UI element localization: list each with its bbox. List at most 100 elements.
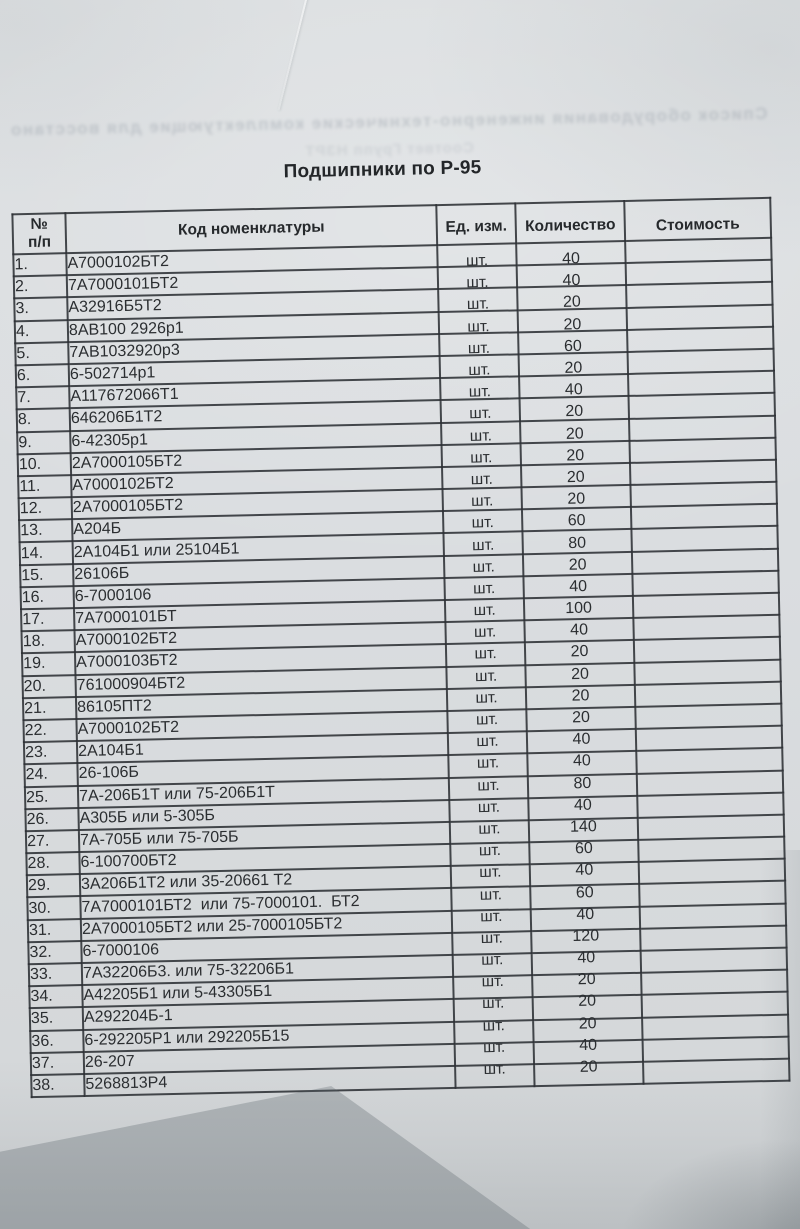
cost-cell [642, 1036, 790, 1062]
cost-cell [632, 592, 780, 619]
cost-cell [625, 237, 772, 264]
row-number-cell: 12. [18, 497, 73, 521]
cost-cell [638, 836, 785, 863]
unit-cell: шт. [439, 332, 519, 357]
unit-cell: шт. [442, 509, 523, 534]
unit-cell: шт. [437, 243, 517, 270]
cost-cell [633, 614, 780, 641]
quantity-cell: 40 [526, 729, 637, 754]
cost-cell [625, 259, 773, 286]
row-number-cell: 11. [18, 475, 72, 499]
quantity-cell: 20 [525, 684, 636, 710]
row-number-cell: 15. [20, 563, 74, 588]
col-header-num: № п/п [12, 213, 67, 255]
quantity-cell: 20 [519, 396, 630, 421]
row-number-cell: 20. [22, 674, 76, 698]
cost-cell [632, 570, 779, 596]
unit-cell: шт. [444, 598, 525, 623]
cost-cell [637, 814, 785, 840]
row-number-cell: 10. [17, 452, 72, 477]
unit-cell: шт. [441, 443, 521, 467]
quantity-cell: 40 [527, 751, 637, 776]
quantity-cell: 20 [521, 484, 631, 510]
unit-cell: шт. [447, 731, 528, 756]
row-number-cell: 16. [20, 585, 75, 610]
cost-cell [631, 548, 779, 574]
unit-cell: шт. [448, 775, 529, 800]
row-number-cell: 27. [25, 829, 80, 854]
unit-cell: шт. [441, 420, 521, 445]
row-number-cell: 31. [27, 918, 82, 942]
cost-cell [638, 858, 786, 885]
quantity-cell: 140 [528, 817, 639, 843]
unit-cell: шт. [444, 576, 524, 601]
row-number-cell: 35. [29, 1007, 84, 1031]
row-number-cell: 7. [16, 386, 70, 410]
cost-cell [641, 992, 789, 1018]
quantity-cell: 40 [523, 573, 633, 599]
unit-cell: шт. [445, 620, 525, 645]
cost-cell [630, 503, 778, 530]
cost-cell [643, 1058, 790, 1084]
cost-cell [633, 637, 781, 663]
col-header-cost: Стоимость [624, 197, 772, 241]
unit-cell: шт. [455, 1061, 535, 1089]
cost-cell [628, 393, 775, 419]
quantity-cell: 40 [528, 795, 638, 821]
quantity-cell: 60 [518, 329, 628, 355]
row-number-cell: 34. [29, 985, 83, 1009]
cost-cell [629, 437, 776, 463]
unit-cell: шт. [440, 376, 520, 401]
cost-cell [640, 947, 788, 974]
quantity-cell: 40 [524, 618, 634, 643]
row-number-cell: 32. [28, 940, 82, 965]
quantity-cell: 20 [524, 640, 635, 665]
unit-cell: шт. [446, 687, 527, 711]
parts-table: № п/п Код номенклатуры Ед. изм. Количест… [11, 197, 790, 1098]
row-number-cell: 5. [15, 341, 69, 366]
unit-cell: шт. [446, 664, 526, 689]
quantity-cell: 80 [527, 773, 638, 798]
row-number-cell: 36. [30, 1029, 84, 1053]
row-number-cell: 19. [21, 652, 76, 676]
cost-cell [636, 770, 784, 796]
cost-cell [627, 348, 775, 375]
row-number-cell: 22. [23, 719, 77, 743]
col-header-unit: Ед. изм. [436, 203, 517, 246]
cost-cell [640, 925, 787, 951]
row-number-cell: 4. [14, 319, 69, 344]
quantity-cell: 60 [521, 507, 632, 532]
cost-cell [636, 747, 783, 774]
quantity-cell: 20 [520, 418, 630, 444]
row-number-cell: 33. [28, 963, 83, 987]
row-number-cell: 28. [26, 852, 80, 876]
cost-cell [626, 304, 774, 330]
row-number-cell: 24. [24, 763, 78, 787]
cost-cell [639, 881, 786, 907]
unit-cell: шт. [450, 864, 531, 889]
row-number-cell: 25. [24, 785, 79, 809]
row-number-cell: 8. [16, 408, 71, 432]
row-number-cell: 37. [30, 1051, 85, 1076]
row-number-cell: 29. [26, 874, 81, 898]
cost-cell [635, 703, 782, 730]
cost-cell [626, 282, 773, 308]
col-header-num-line2: п/п [27, 233, 52, 252]
row-number-cell: 30. [27, 896, 81, 920]
unit-cell: шт. [445, 642, 526, 667]
unit-cell: шт. [438, 309, 519, 335]
unit-cell: шт. [450, 842, 530, 867]
unit-cell: шт. [449, 797, 529, 822]
unit-cell: шт. [442, 465, 522, 490]
unit-cell: шт. [439, 354, 520, 379]
cost-cell [639, 903, 787, 929]
row-number-cell: 6. [15, 364, 70, 388]
quantity-cell: 20 [534, 1059, 644, 1087]
quantity-cell: 100 [523, 595, 634, 621]
row-number-cell: 17. [21, 608, 75, 632]
unit-cell: шт. [440, 398, 521, 423]
cost-cell [627, 326, 774, 352]
quantity-cell: 20 [526, 706, 636, 732]
